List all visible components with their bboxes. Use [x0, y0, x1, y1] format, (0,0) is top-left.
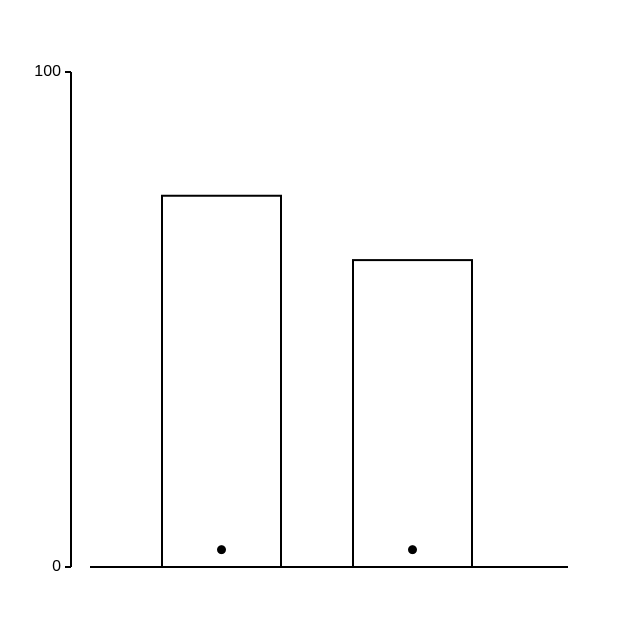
y-tick-label: 0	[52, 558, 61, 575]
y-tick-label: 100	[34, 63, 61, 80]
axes: 0 100	[34, 63, 568, 575]
point-marker-2	[408, 545, 417, 555]
point-marker-1	[217, 545, 226, 555]
bar-2	[352, 259, 473, 568]
y-ticks: 0 100	[34, 63, 71, 575]
bar-1	[161, 194, 282, 568]
bars	[161, 194, 473, 568]
markers	[217, 545, 417, 555]
